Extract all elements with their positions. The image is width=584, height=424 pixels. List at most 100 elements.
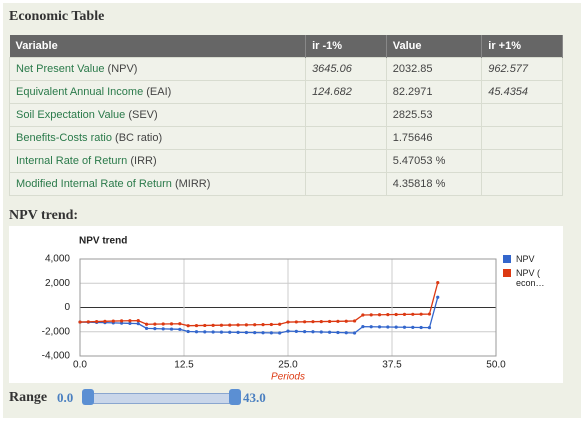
data-point <box>178 327 182 331</box>
table-row: Equivalent Annual Income (EAI) 124.682 82.… <box>8 80 563 104</box>
data-point <box>153 322 157 326</box>
value-cell: 2825.53 <box>385 103 483 127</box>
table-row: Benefits-Costs ratio (BC ratio) 1.75646 <box>8 126 563 150</box>
value-cell: 3645.06 <box>305 57 387 81</box>
table-row: Net Present Value (NPV) 3645.06 2032.85 962… <box>8 57 563 81</box>
section-title: Economic Table <box>9 9 105 24</box>
data-point <box>194 323 199 328</box>
range-max: 43.0 <box>243 390 266 405</box>
y-tick-label: -2,000 <box>42 326 71 337</box>
variable-cell: Net Present Value (NPV) <box>8 57 307 81</box>
value-cell <box>481 172 563 196</box>
data-point <box>261 331 265 335</box>
table-row: Soil Expectation Value (SEV) 2825.53 <box>8 103 563 127</box>
data-point <box>169 322 174 326</box>
table-row: Internal Rate of Return (IRR) 5.47053 % <box>8 149 563 173</box>
chart: NPV trend Periods 4,000 2,000 0 -2,000 -4,00… <box>42 236 507 383</box>
data-point <box>186 324 190 328</box>
y-tick-label: 2,000 <box>45 278 70 289</box>
data-point <box>269 331 273 335</box>
data-point <box>244 330 248 335</box>
data-point <box>253 323 257 327</box>
data-point <box>386 313 390 317</box>
data-point <box>328 319 332 324</box>
table-row: Modified Internal Rate of Return (MIRR) 4… <box>8 172 563 196</box>
value-cell <box>481 149 563 173</box>
value-cell: 2032.85 <box>385 57 483 81</box>
variable-name: Soil Expectation Value <box>16 109 126 121</box>
range-min: 0.0 <box>57 390 74 405</box>
range-label: Range <box>9 390 48 405</box>
data-point <box>303 320 307 324</box>
value-cell: 4.35818 % <box>385 172 483 196</box>
x-tick-label: 12.5 <box>174 360 194 371</box>
range-handle[interactable] <box>229 389 241 405</box>
legend-swatch <box>503 255 511 263</box>
variable-cell: Internal Rate of Return (IRR) <box>8 149 307 173</box>
data-point <box>427 326 432 330</box>
data-point <box>394 325 398 329</box>
data-point <box>369 325 373 329</box>
value-cell: 45.4354 <box>481 80 563 104</box>
data-point <box>336 319 340 323</box>
data-point <box>361 325 365 329</box>
data-point <box>211 323 215 327</box>
data-point <box>219 323 224 327</box>
data-point <box>128 319 132 323</box>
data-point <box>311 320 315 324</box>
value-cell <box>305 103 387 127</box>
data-point <box>111 319 115 323</box>
legend-item: NPV ( econ… <box>503 268 552 288</box>
column-header: ir +1% <box>481 35 563 58</box>
legend-item: NPV <box>503 254 552 264</box>
chart-panel: NPV trend Periods 4,000 2,000 0 -2,000 -4,00… <box>9 226 563 383</box>
variable-cell: Equivalent Annual Income (EAI) <box>8 80 307 104</box>
data-point <box>377 313 382 317</box>
y-tick-label: 4,000 <box>45 254 70 265</box>
value-cell: 962.577 <box>481 57 563 81</box>
data-point <box>136 322 140 326</box>
data-point <box>344 331 348 335</box>
legend-label: NPV ( econ… <box>516 268 545 288</box>
data-point <box>278 322 282 326</box>
y-tick-label: 0 <box>64 302 70 313</box>
data-point <box>344 319 348 323</box>
data-point <box>394 312 398 317</box>
data-point <box>211 330 215 334</box>
data-point <box>377 325 382 329</box>
data-point <box>427 312 432 316</box>
value-cell <box>305 126 387 150</box>
value-cell <box>481 126 563 150</box>
data-point <box>169 327 174 331</box>
column-header: Variable <box>9 35 307 58</box>
data-point <box>436 295 440 299</box>
data-point <box>194 330 199 334</box>
x-tick-label: 50.0 <box>486 360 506 371</box>
data-point <box>419 312 423 316</box>
data-point <box>103 319 107 323</box>
variable-abbr: (MIRR) <box>174 178 211 190</box>
legend-swatch <box>503 269 511 277</box>
data-point <box>361 313 365 317</box>
data-point <box>386 325 390 329</box>
data-point <box>253 330 257 335</box>
data-point <box>319 330 323 334</box>
variable-cell: Benefits-Costs ratio (BC ratio) <box>8 126 307 150</box>
variable-name: Equivalent Annual Income <box>16 86 144 98</box>
data-point <box>128 321 132 325</box>
data-point <box>120 319 124 323</box>
data-point <box>178 322 182 326</box>
data-point <box>144 322 149 326</box>
data-point <box>236 330 240 334</box>
data-point <box>261 322 265 327</box>
data-point <box>419 325 423 330</box>
chart-title: NPV trend <box>79 236 127 247</box>
range-handle[interactable] <box>82 389 94 405</box>
value-cell: 5.47053 % <box>385 149 483 173</box>
legend: NPV NPV ( econ… <box>503 254 552 292</box>
y-tick-label: -4,000 <box>42 351 71 362</box>
value-cell <box>305 149 387 173</box>
data-point <box>228 323 232 327</box>
data-point <box>352 331 357 335</box>
data-point <box>136 318 140 323</box>
